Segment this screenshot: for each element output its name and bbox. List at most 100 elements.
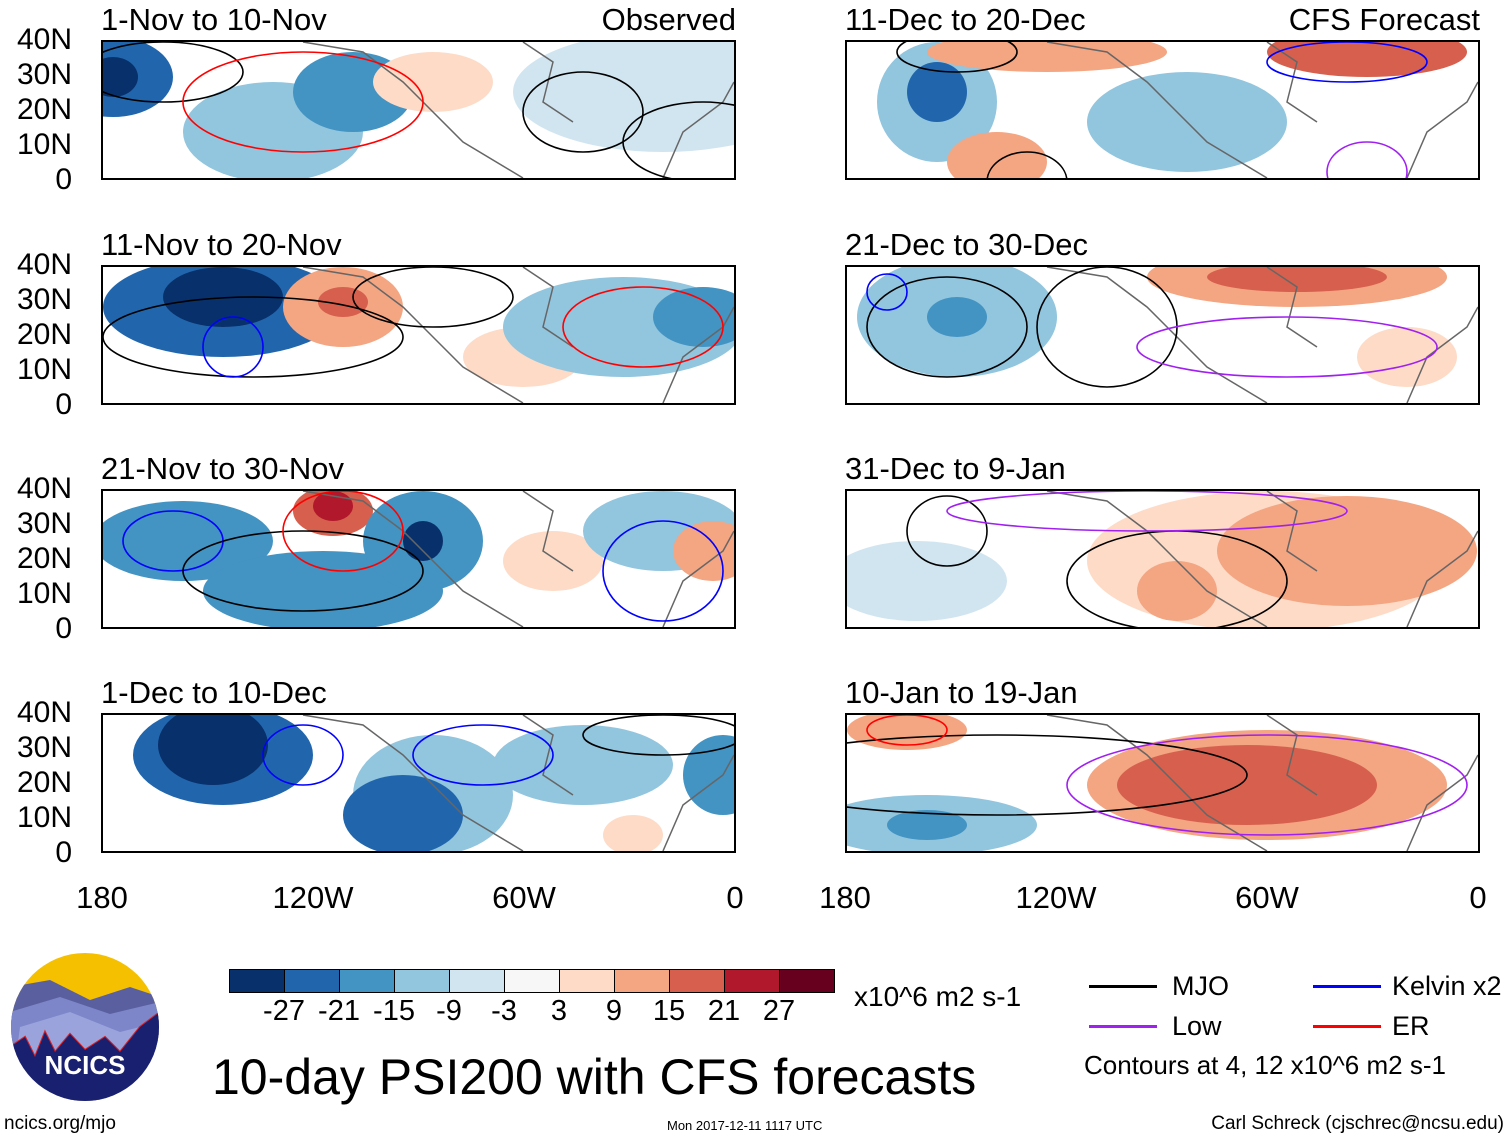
anomaly-shading (927, 42, 1167, 72)
anomaly-shading (1207, 267, 1387, 292)
contour-line (182, 51, 424, 153)
map-panel (101, 40, 736, 180)
y-tick: 20N (16, 318, 72, 351)
panel-title: 21-Dec to 30-Dec (845, 227, 1088, 262)
panel-title: 1-Dec to 10-Dec (101, 675, 327, 710)
y-tick: 30N (16, 507, 72, 540)
anomaly-shading (1117, 745, 1377, 825)
colorbar-label: 21 (707, 995, 741, 1027)
x-tick: 0 (726, 880, 744, 915)
colorbar-swatch (615, 970, 670, 992)
anomaly-shading (1357, 327, 1457, 387)
anomaly-shading (313, 491, 353, 521)
contour-line (622, 101, 734, 178)
contour-line (582, 715, 734, 756)
contour-line (1036, 267, 1178, 388)
anomaly-field (133, 715, 734, 851)
anomaly-field (857, 267, 1478, 403)
y-tick: 10N (16, 801, 72, 834)
anomaly-field (103, 267, 734, 403)
map-panel (845, 40, 1480, 180)
contour-line (866, 273, 908, 311)
contour-note: Contours at 4, 12 x10^6 m2 s-1 (1084, 1050, 1446, 1080)
anomaly-shading (318, 287, 368, 317)
contour-line (412, 724, 554, 786)
coastline (1046, 42, 1478, 178)
y-tick: 40N (16, 248, 72, 281)
panel-title: 21-Nov to 30-Nov (101, 451, 344, 486)
y-tick: 20N (16, 542, 72, 575)
anomaly-field (847, 491, 1478, 627)
coastline (1046, 715, 1478, 851)
footer-author: Carl Schreck (cjschrec@ncsu.edu) (1211, 1113, 1504, 1134)
legend-label-mjo: MJO (1172, 971, 1229, 1001)
panel-title: 11-Dec to 20-Dec (845, 2, 1086, 37)
legend-label-low: Low (1172, 1011, 1222, 1041)
map-panel (845, 489, 1480, 629)
panel-title: 11-Nov to 20-Nov (101, 227, 342, 262)
y-tick: 10N (16, 577, 72, 610)
contour-line (602, 520, 724, 622)
map-panel (845, 713, 1480, 853)
contour-line (866, 715, 948, 746)
contour-line (906, 495, 988, 567)
contour-line (522, 71, 644, 153)
anomaly-field (877, 42, 1478, 178)
anomaly-shading (103, 501, 273, 581)
contour-line (1266, 42, 1428, 83)
coastline (302, 42, 734, 178)
colorbar-swatch (340, 970, 395, 992)
colorbar-label: 9 (605, 995, 623, 1027)
y-tick: 40N (16, 472, 72, 505)
panel-tag: Observed (601, 2, 736, 37)
footer-timestamp: Mon 2017-12-11 1117 UTC (667, 1118, 823, 1133)
y-tick: 10N (16, 353, 72, 386)
colorbar-swatch (560, 970, 615, 992)
contour-line (282, 491, 404, 572)
x-tick: 120W (1015, 880, 1097, 915)
panel-tag: CFS Forecast (1288, 2, 1480, 37)
colorbar-label: 15 (652, 995, 686, 1027)
ncics-logo: NCICS (11, 953, 159, 1101)
anomaly-shading (103, 57, 138, 97)
x-tick: 0 (1469, 880, 1487, 915)
anomaly-shading (1267, 42, 1467, 77)
colorbar-label: -27 (263, 995, 305, 1027)
x-tick: 60W (492, 880, 556, 915)
colorbar-label: -3 (491, 995, 517, 1027)
anomaly-shading (493, 725, 673, 805)
colorbar-label: 3 (550, 995, 568, 1027)
y-tick: 0 (55, 836, 72, 869)
colorbar-swatch (505, 970, 560, 992)
y-tick: 20N (16, 766, 72, 799)
legend-line-mjo (1089, 985, 1157, 988)
x-tick: 180 (819, 880, 871, 915)
y-tick: 0 (55, 163, 72, 196)
y-tick: 10N (16, 128, 72, 161)
map-panel (101, 713, 736, 853)
y-tick: 40N (16, 696, 72, 729)
legend-line-kelvin (1313, 985, 1381, 988)
contour-line (103, 42, 244, 103)
colorbar (229, 969, 835, 993)
anomaly-shading (653, 287, 734, 347)
colorbar-swatch (395, 970, 450, 992)
anomaly-shading (603, 815, 663, 851)
y-tick: 20N (16, 93, 72, 126)
colorbar-label: 27 (762, 995, 796, 1027)
legend-line-er (1313, 1025, 1381, 1028)
coastline (302, 491, 734, 627)
anomaly-shading (158, 715, 268, 785)
panel-title: 1-Nov to 10-Nov (101, 2, 327, 37)
anomaly-shading (887, 810, 967, 840)
anomaly-shading (1137, 561, 1217, 621)
footer-url[interactable]: ncics.org/mjo (4, 1113, 116, 1134)
anomaly-shading (403, 521, 443, 561)
anomaly-shading (373, 52, 493, 112)
anomaly-shading (673, 521, 734, 581)
contour-line (847, 734, 1248, 816)
contour-line (866, 276, 1028, 378)
anomaly-shading (847, 541, 1007, 621)
figure-title: 10-day PSI200 with CFS forecasts (212, 1049, 977, 1105)
